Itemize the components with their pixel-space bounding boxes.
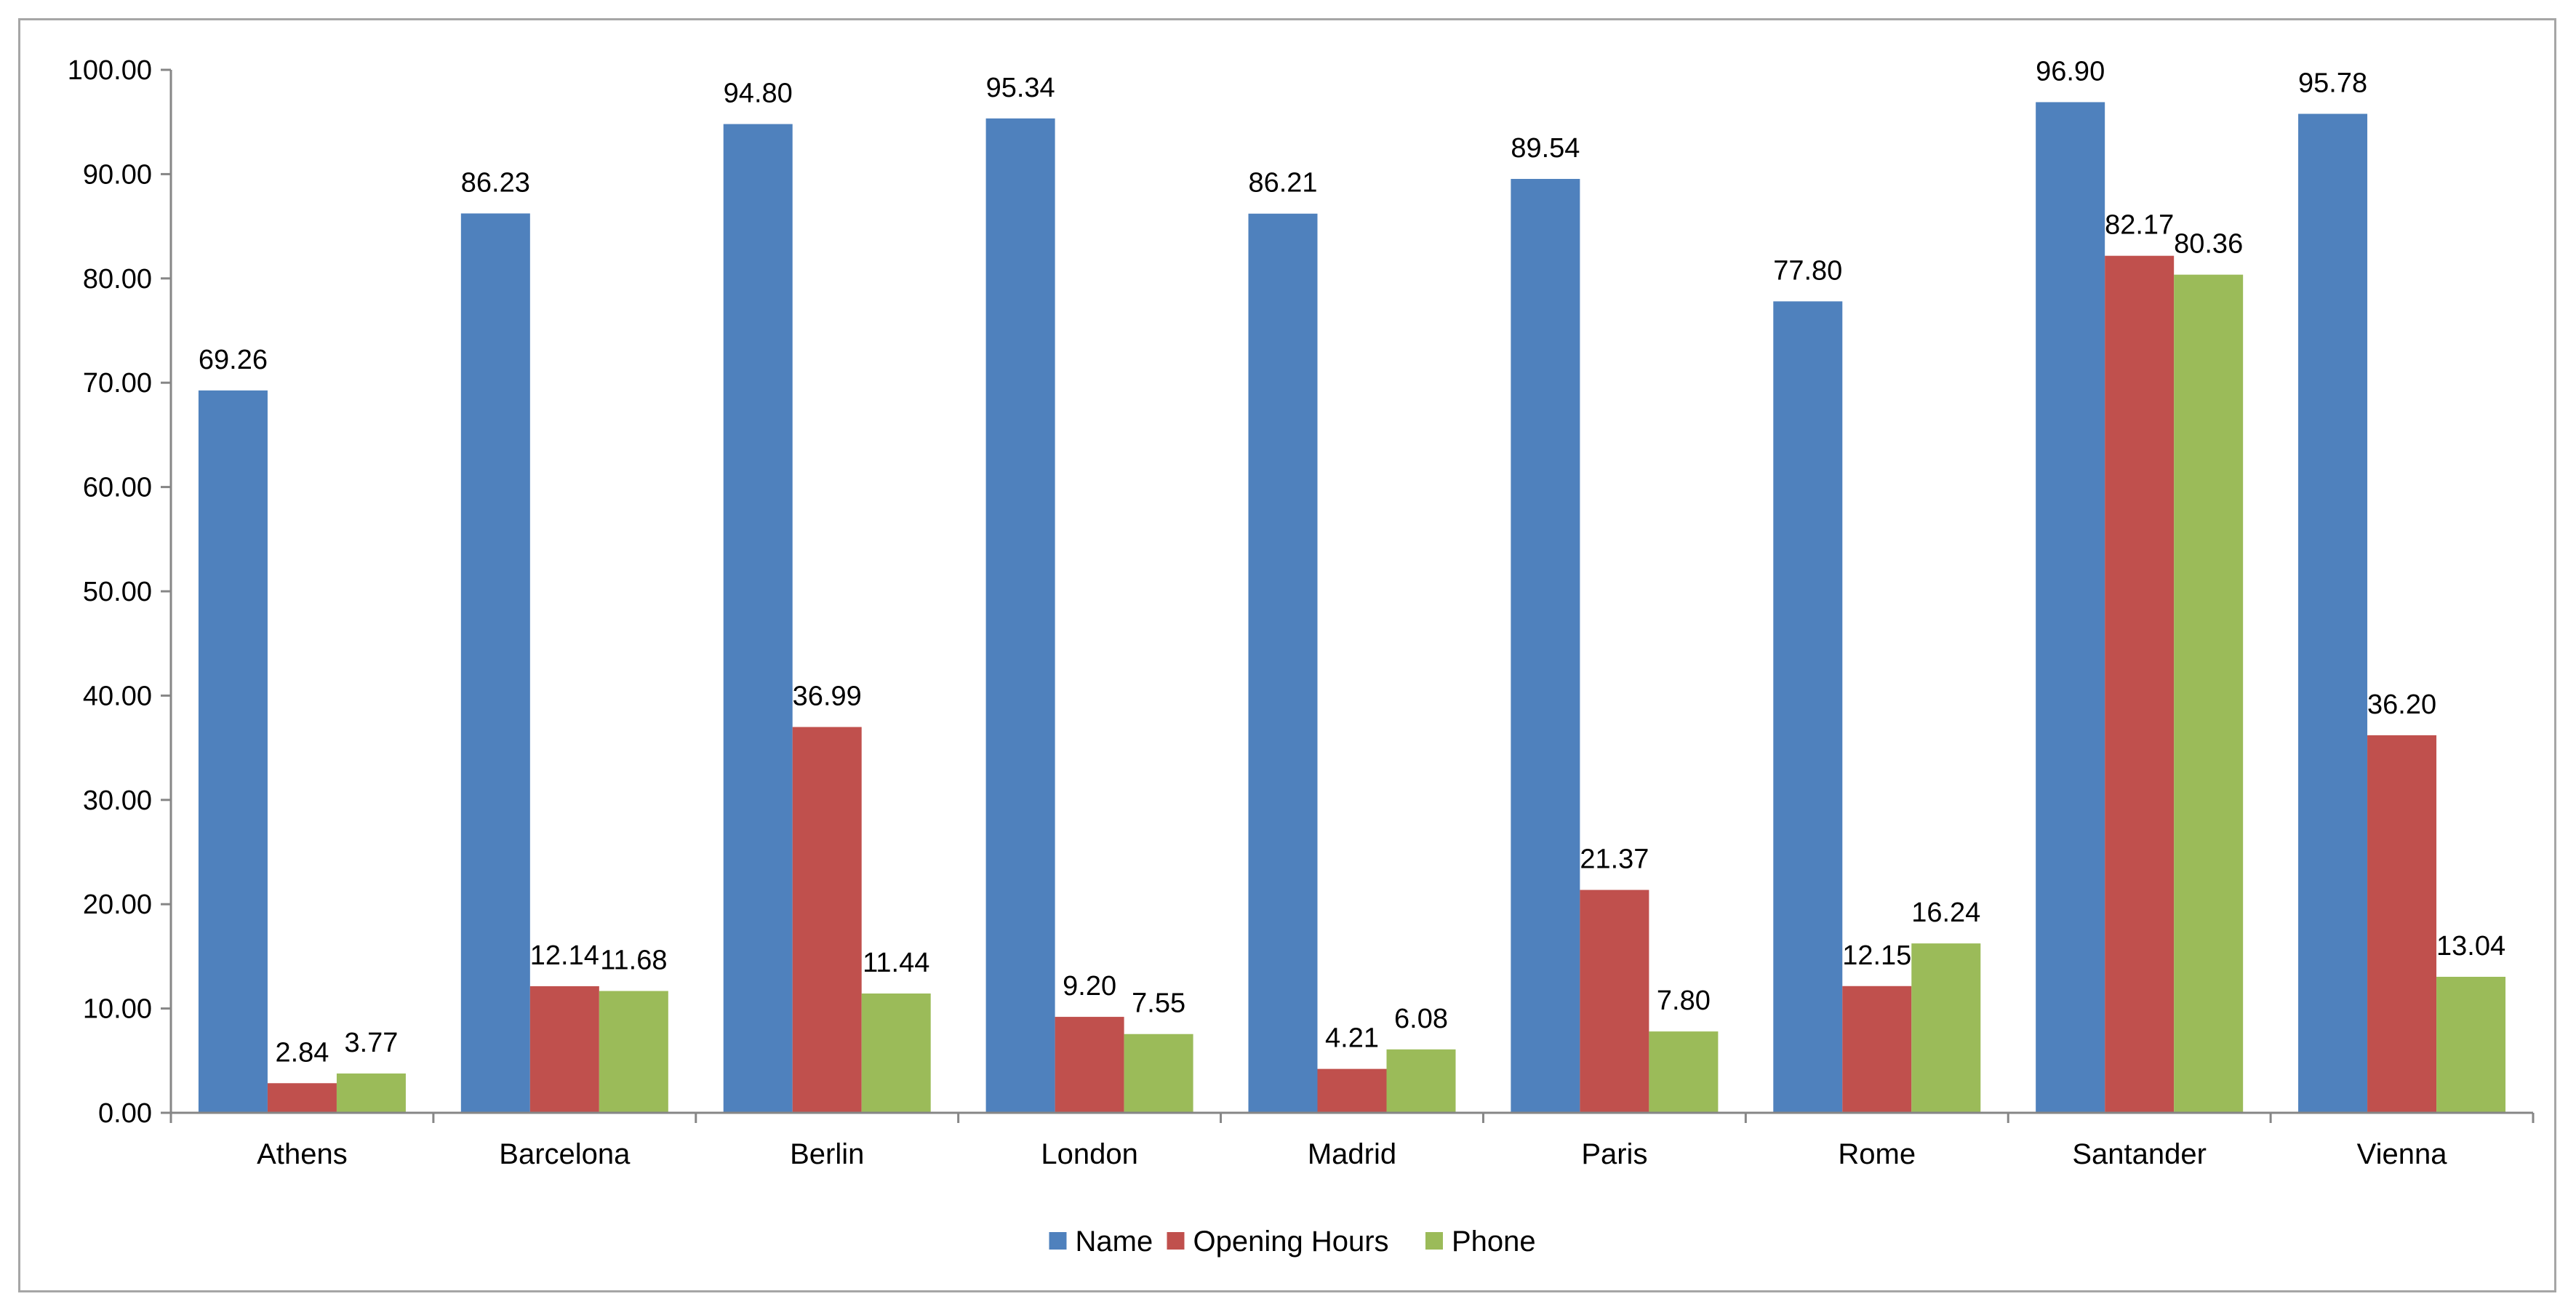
x-tick-label: Paris	[1581, 1138, 1647, 1170]
bar-phone-santander	[2174, 274, 2244, 1114]
y-tick-label: 100.00	[68, 55, 152, 86]
y-tick-label: 20.00	[83, 890, 152, 920]
x-tick-label: Vienna	[2357, 1138, 2448, 1170]
x-tick-label: London	[1041, 1138, 1137, 1170]
bar-name-madrid	[1248, 213, 1318, 1114]
bar-name-athens	[198, 390, 268, 1113]
x-tick-label: Madrid	[1308, 1138, 1396, 1170]
x-tick-label: Athens	[257, 1138, 348, 1170]
x-tick-label: Barcelona	[499, 1138, 631, 1170]
bar-phone-madrid	[1386, 1049, 1456, 1113]
bar-name-london	[985, 118, 1055, 1113]
y-tick-label: 90.00	[83, 159, 152, 190]
bar-name-santander	[2036, 102, 2105, 1114]
legend-swatch	[1049, 1232, 1067, 1250]
bar-opening-hours-berlin	[792, 727, 862, 1113]
x-tick-label: Santander	[2072, 1138, 2207, 1170]
legend-label: Opening Hours	[1193, 1226, 1389, 1258]
legend-label: Name	[1076, 1226, 1153, 1258]
data-label: 4.21	[1325, 1023, 1379, 1054]
data-label: 36.20	[2367, 690, 2436, 720]
legend: Name Opening Hours Phone	[1049, 1226, 1536, 1258]
data-label: 11.68	[600, 946, 667, 976]
data-label: 21.37	[1580, 844, 1649, 875]
data-label: 2.84	[275, 1037, 329, 1068]
legend-label: Phone	[1452, 1226, 1536, 1258]
data-label: 95.78	[2298, 68, 2367, 99]
y-tick-label: 40.00	[83, 681, 152, 711]
bar-phone-barcelona	[599, 991, 668, 1113]
y-tick-label: 10.00	[83, 994, 152, 1025]
data-label: 95.34	[986, 73, 1055, 103]
data-label: 12.15	[1842, 940, 1911, 971]
data-label: 12.14	[530, 940, 599, 971]
bar-phone-athens	[336, 1073, 406, 1113]
y-tick-label: 70.00	[83, 368, 152, 399]
data-labels: 69.26 2.84 3.77 86.23 12.14 11.68 94.80 36.99 11…	[199, 56, 2505, 1068]
data-label: 69.26	[199, 345, 268, 375]
bar-phone-vienna	[2436, 977, 2506, 1113]
x-tick-label: Rome	[1838, 1138, 1916, 1170]
data-label: 7.55	[1132, 988, 1185, 1019]
data-label: 13.04	[2436, 931, 2505, 962]
data-label: 86.23	[461, 167, 530, 198]
bar-phone-london	[1124, 1034, 1193, 1113]
bar-chart: 0.00 10.00 20.00 30.00 40.00 50.00 60.00 70.00 8…	[68, 55, 2535, 1258]
y-axis-ticks: 0.00 10.00 20.00 30.00 40.00 50.00 60.00 70.00 8…	[68, 55, 171, 1129]
data-label: 96.90	[2036, 56, 2105, 87]
legend-swatch	[1167, 1232, 1185, 1250]
bar-name-paris	[1511, 178, 1580, 1114]
y-tick-label: 50.00	[83, 577, 152, 607]
bar-name-barcelona	[460, 213, 530, 1113]
bars	[198, 102, 2506, 1114]
x-tick-label: Berlin	[790, 1138, 864, 1170]
bar-opening-hours-barcelona	[529, 986, 599, 1113]
data-label: 16.24	[1911, 898, 1980, 928]
y-tick-label: 60.00	[83, 473, 152, 503]
bar-opening-hours-athens	[267, 1083, 337, 1113]
legend-swatch	[1425, 1232, 1443, 1250]
data-label: 3.77	[344, 1028, 398, 1058]
bar-opening-hours-madrid	[1317, 1068, 1387, 1113]
data-label: 80.36	[2174, 229, 2243, 260]
category-labels: Athens Barcelona Berlin London Madrid Paris Ro…	[257, 1138, 2447, 1170]
data-label: 86.21	[1248, 168, 1317, 199]
data-label: 36.99	[793, 682, 862, 712]
data-label: 77.80	[1773, 255, 1842, 286]
bar-opening-hours-rome	[1842, 986, 1912, 1113]
bar-opening-hours-santander	[2105, 255, 2175, 1114]
bar-name-rome	[1773, 301, 1843, 1113]
axes	[169, 70, 2535, 1123]
data-label: 9.20	[1063, 971, 1116, 1002]
bar-name-vienna	[2298, 113, 2368, 1114]
bar-opening-hours-vienna	[2367, 735, 2437, 1113]
data-label: 89.54	[1511, 133, 1580, 164]
bar-phone-berlin	[861, 993, 931, 1113]
bar-phone-paris	[1649, 1031, 1719, 1113]
y-tick-label: 0.00	[98, 1098, 152, 1129]
data-label: 94.80	[724, 79, 793, 109]
data-label: 7.80	[1657, 986, 1711, 1016]
chart-frame: 0.00 10.00 20.00 30.00 40.00 50.00 60.00 70.00 8…	[18, 18, 2556, 1292]
data-label: 11.44	[863, 948, 929, 978]
y-tick-label: 30.00	[83, 786, 152, 816]
bar-phone-rome	[1911, 943, 1981, 1113]
bar-name-berlin	[723, 124, 793, 1113]
bar-opening-hours-paris	[1580, 890, 1649, 1113]
data-label: 82.17	[2105, 210, 2174, 241]
y-tick-label: 80.00	[83, 264, 152, 295]
bar-opening-hours-london	[1055, 1017, 1124, 1113]
data-label: 6.08	[1394, 1004, 1448, 1034]
